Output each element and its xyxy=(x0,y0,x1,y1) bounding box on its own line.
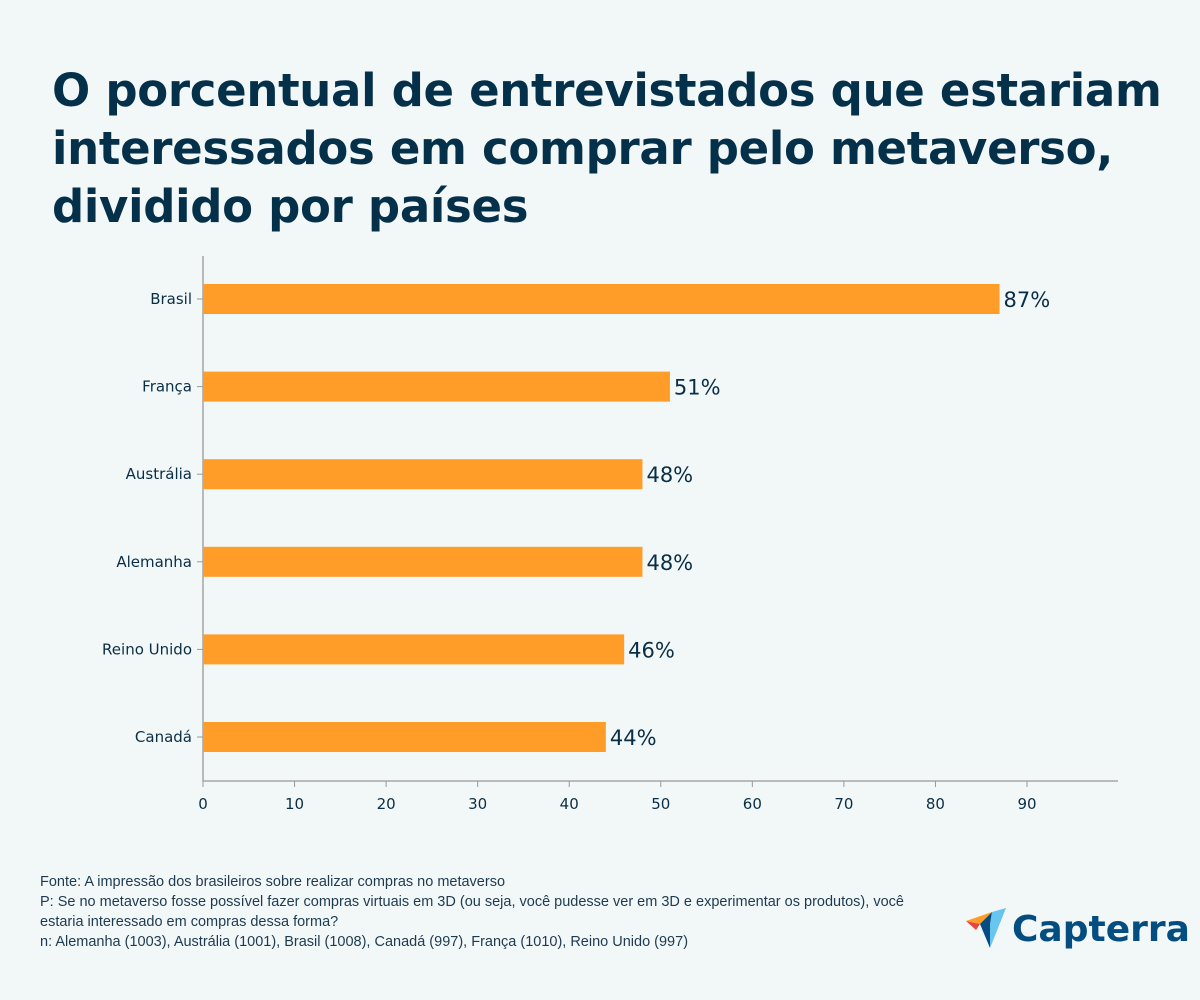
question-note: P: Se no metaverso fosse possível fazer … xyxy=(40,894,904,930)
bar xyxy=(203,634,625,665)
x-tick-label: 70 xyxy=(834,795,853,813)
bar-chart: 0 10 20 30 40 50 60 70 80 90 Brasil 87% França 51% Aus… xyxy=(102,256,1118,813)
x-tick-label: 40 xyxy=(560,795,579,813)
sample-note: n: Alemanha (1003), Austrália (1001), Br… xyxy=(40,934,689,950)
category-label: Alemanha xyxy=(116,553,192,571)
data-label: 46% xyxy=(628,638,675,662)
x-tick-label: 90 xyxy=(1017,795,1036,813)
x-tick-label: 20 xyxy=(377,795,396,813)
data-label: 48% xyxy=(646,551,693,575)
capterra-arrow-icon xyxy=(966,908,1006,948)
category-label: Canadá xyxy=(135,728,192,746)
data-label: 51% xyxy=(674,376,721,400)
bar xyxy=(203,546,643,577)
x-tick-label: 80 xyxy=(926,795,945,813)
category-label: Brasil xyxy=(150,290,192,308)
x-tick-label: 10 xyxy=(285,795,304,813)
logo-text: Capterra xyxy=(1012,908,1190,950)
category-label: Austrália xyxy=(126,465,192,483)
source-note: Fonte: A impressão dos brasileiros sobre… xyxy=(40,874,506,890)
x-tick-label: 0 xyxy=(198,795,208,813)
data-label: 48% xyxy=(646,463,693,487)
bar xyxy=(203,722,606,752)
x-tick-label: 60 xyxy=(743,795,762,813)
x-tick-label: 30 xyxy=(468,795,487,813)
data-label: 44% xyxy=(610,726,657,750)
data-label: 87% xyxy=(1004,288,1051,312)
category-label: Reino Unido xyxy=(102,640,192,658)
category-label: França xyxy=(142,378,192,396)
chart-footer: Fonte: A impressão dos brasileiros sobre… xyxy=(40,872,920,952)
bar xyxy=(203,371,670,402)
chart-title: O porcentual de entrevistados que estari… xyxy=(52,64,1162,233)
bar xyxy=(203,459,643,490)
bar xyxy=(203,284,1000,314)
capterra-logo: Capterra xyxy=(966,908,1190,950)
x-tick-label: 50 xyxy=(651,795,670,813)
